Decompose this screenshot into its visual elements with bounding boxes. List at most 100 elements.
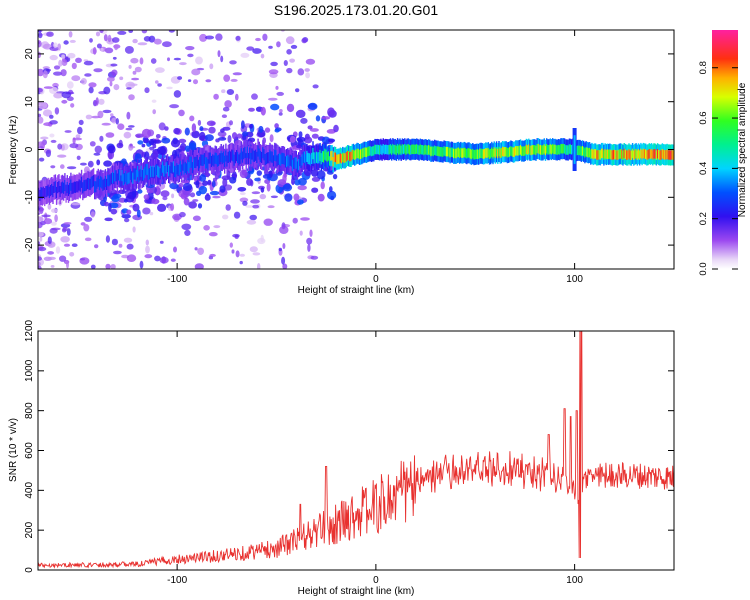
snr-xlabel: Height of straight line (km) (298, 586, 415, 597)
spectrogram-cluster-blob (198, 185, 208, 195)
spectrogram-track-core (267, 152, 269, 164)
spectrogram-noise-blob (38, 216, 44, 222)
spectrogram-cluster-blob (236, 133, 242, 139)
spectrogram-track-core (120, 175, 122, 187)
spectrogram-cluster-blob (207, 179, 212, 185)
y-tick-label: 200 (24, 521, 35, 538)
spectrogram-track-core (665, 150, 667, 160)
spectrogram-noise-blob (99, 135, 104, 142)
spectrogram-track-core (642, 148, 644, 159)
spectrogram-noise-blob (179, 211, 186, 218)
spectrogram-cluster-blob (297, 185, 307, 191)
spectrogram-track-core (313, 152, 315, 164)
spectrogram-noise-blob (229, 60, 237, 65)
spectrogram-noise-blob (105, 132, 115, 138)
spectrogram-noise-blob (114, 44, 119, 51)
spectrogram-noise-blob (286, 67, 293, 74)
spectrogram-track-core (274, 149, 276, 161)
spectrogram-noise-blob (130, 57, 139, 64)
spectrogram-cluster-blob (307, 102, 318, 110)
spectrogram-track-core (158, 166, 160, 178)
spectrogram-track-core (132, 172, 134, 184)
spectrogram-cluster-blob (110, 208, 118, 215)
spectrogram-track-core (98, 178, 101, 191)
spectrogram-track-core (467, 148, 469, 158)
spectrogram-noise-blob (187, 79, 192, 82)
spectrogram-track-core (566, 145, 568, 155)
spectrogram-track-core (86, 177, 89, 190)
spectrogram-track-core (227, 151, 229, 163)
spectrogram-noise-blob (263, 218, 273, 226)
spectrogram-track-core (318, 152, 320, 164)
spectrogram-noise-blob (103, 86, 111, 95)
spectrogram-track-core (344, 153, 346, 163)
spectrogram-track-core (264, 154, 266, 166)
spectrogram-track-core (518, 145, 520, 156)
spectrogram-track-core (265, 152, 268, 165)
spectrogram-track-core (571, 145, 573, 155)
spectrogram-track-core (517, 146, 519, 156)
spectrogram-noise-blob (132, 38, 138, 44)
spectrogram-track-core (51, 183, 53, 196)
spectrogram-ylabel: Frequency (Hz) (8, 116, 19, 185)
spectrogram-track-core (55, 186, 58, 199)
spectrogram-noise-blob (85, 114, 93, 120)
spectrogram-marks (38, 30, 674, 269)
spectrogram-track-core (556, 145, 559, 155)
spectrogram-noise-blob (61, 59, 68, 66)
spectrogram-noise-blob (113, 250, 122, 255)
y-tick-label: 1200 (24, 319, 35, 342)
spectrogram-track-core (356, 148, 358, 159)
spectrogram-noise-blob (270, 61, 278, 67)
spectrogram-noise-blob (268, 69, 279, 75)
spectrogram-track-core (70, 179, 72, 191)
spectrogram-track-core (190, 156, 192, 168)
spectrogram-track-core (146, 163, 148, 175)
spectrogram-track-core (615, 150, 617, 160)
spectrogram-noise-blob (305, 72, 310, 79)
spectrogram-track-core (652, 150, 654, 160)
spectrogram-noise-blob (111, 238, 118, 246)
spectrogram-track-core (664, 150, 666, 160)
spectrogram-track-core (188, 162, 190, 174)
spectrogram-track-core (559, 145, 561, 155)
spectrogram-noise-blob (117, 123, 125, 130)
spectrogram-noise-blob (268, 97, 278, 101)
spectrogram-track-core (84, 179, 86, 191)
spectrogram-noise-blob (110, 63, 118, 67)
colorbar-tick-label: 0.0 (698, 262, 709, 275)
spectrogram-track-core (177, 165, 179, 177)
spectrogram-noise-blob (192, 215, 201, 222)
spectrogram-track-core (396, 143, 399, 154)
spectrogram-track-core (541, 145, 543, 155)
spectrogram-track-core (492, 149, 494, 159)
spectrogram-noise-blob (43, 86, 53, 89)
spectrogram-noise-blob (144, 87, 150, 94)
spectrogram-cluster-blob (298, 131, 303, 138)
spectrogram-noise-blob (76, 155, 81, 160)
spectrogram-cluster-blob (135, 133, 144, 138)
spectrogram-cluster-blob (215, 138, 220, 143)
spectrogram-track-core (128, 172, 130, 184)
spectrogram-track-core (308, 153, 311, 165)
spectrogram-noise-blob (68, 31, 73, 38)
spectrogram-cluster-blob (169, 182, 179, 190)
spectrogram-track-core (363, 147, 365, 157)
spectrogram-track-core (457, 147, 460, 157)
spectrogram-noise-blob (97, 110, 104, 119)
spectrogram-track-core (66, 182, 68, 194)
spectrogram-noise-blob (38, 231, 44, 237)
spectrogram-noise-blob (310, 255, 319, 260)
spectrogram-noise-blob (118, 243, 123, 248)
spectrogram-cluster-blob (107, 145, 116, 154)
spectrogram-track-core (270, 151, 272, 163)
spectrogram-track-core (647, 150, 649, 160)
spectrogram-track-core (512, 147, 514, 157)
spectrogram-track-core (200, 154, 202, 166)
spectrogram-track-core (202, 154, 204, 166)
spectrogram-track-core (497, 148, 499, 159)
spectrogram-track-core (451, 147, 454, 158)
spectrogram-track-core (426, 145, 429, 156)
spectrogram-track-core (110, 173, 113, 185)
spectrogram-track-core (593, 149, 596, 159)
